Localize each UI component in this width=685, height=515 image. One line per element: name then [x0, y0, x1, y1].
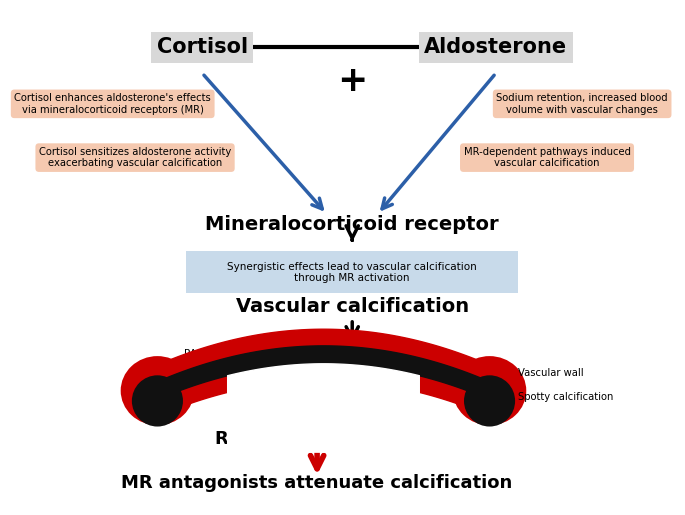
Polygon shape	[158, 329, 490, 416]
Text: Cortisol enhances aldosterone's effects
via mineralocorticoid receptors (MR): Cortisol enhances aldosterone's effects …	[14, 93, 211, 115]
Text: Cortisol: Cortisol	[157, 38, 248, 58]
Ellipse shape	[121, 356, 194, 425]
Text: MR antagonists attenuate calcification: MR antagonists attenuate calcification	[121, 474, 512, 492]
Text: Mineralocorticoid receptor: Mineralocorticoid receptor	[206, 215, 499, 234]
Ellipse shape	[132, 375, 183, 426]
Ellipse shape	[464, 375, 515, 426]
Polygon shape	[158, 346, 490, 400]
Text: Aldosterone: Aldosterone	[425, 38, 567, 58]
Ellipse shape	[453, 356, 526, 425]
Text: Synergistic effects lead to vascular calcification
through MR activation: Synergistic effects lead to vascular cal…	[227, 262, 477, 283]
Text: PA patients with concurrent autonomous cortisol
secretion (ACS) exacerbating car: PA patients with concurrent autonomous c…	[181, 349, 440, 371]
FancyBboxPatch shape	[186, 251, 519, 294]
Text: Vascular wall: Vascular wall	[519, 368, 584, 377]
Polygon shape	[227, 364, 419, 452]
Text: Sodium retention, increased blood
volume with vascular changes: Sodium retention, increased blood volume…	[497, 93, 668, 115]
Text: Vascular calcification: Vascular calcification	[236, 297, 469, 316]
Text: Cortisol sensitizes aldosterone activity
exacerbating vascular calcification: Cortisol sensitizes aldosterone activity…	[39, 147, 231, 168]
Text: +: +	[337, 64, 367, 98]
Text: Spotty calcification: Spotty calcification	[519, 392, 614, 402]
Text: MR-dependent pathways induced
vascular calcification: MR-dependent pathways induced vascular c…	[464, 147, 630, 168]
Text: Rescue intervention: Rescue intervention	[215, 431, 419, 449]
